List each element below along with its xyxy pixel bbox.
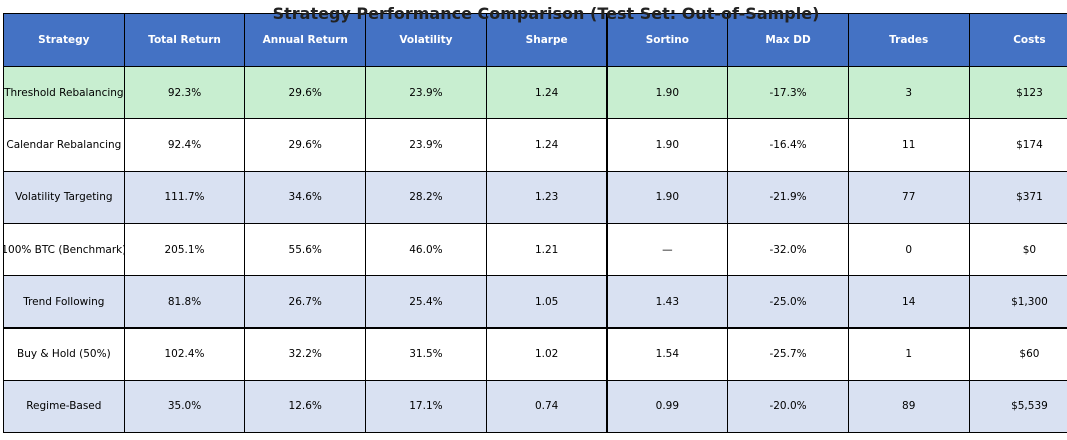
table-cell: 26.7%	[244, 275, 367, 329]
table-cell: 0.99	[606, 379, 729, 434]
table-cell: 1.24	[485, 66, 608, 120]
table-cell: $0	[968, 222, 1067, 277]
table-cell: 25.4%	[365, 275, 487, 329]
table-cell: 1.90	[606, 118, 729, 172]
table-cell: 0.74	[485, 379, 608, 434]
table-cell: 1.54	[606, 327, 729, 381]
table-cell: 1.02	[485, 327, 608, 381]
table-cell: 77	[847, 170, 970, 224]
table-cell: 111.7%	[123, 170, 246, 224]
table-cell: 14	[847, 275, 970, 329]
header-cell: Annual Return	[244, 13, 367, 67]
table-cell: 17.1%	[365, 379, 487, 434]
table-cell: Buy & Hold (50%)	[3, 327, 125, 381]
table-cell: 32.2%	[244, 327, 367, 381]
table-cell: $174	[968, 118, 1067, 172]
table-cell: 205.1%	[123, 222, 246, 277]
table-cell: 102.4%	[123, 327, 246, 381]
table-cell: $5,539	[968, 379, 1067, 434]
table-cell: -21.9%	[727, 170, 849, 224]
table-cell: 92.3%	[123, 66, 246, 120]
table-cell: Threshold Rebalancing	[3, 66, 125, 120]
table-cell: 1.24	[485, 118, 608, 172]
table-cell: 11	[847, 118, 970, 172]
table-cell: 35.0%	[123, 379, 246, 434]
table-cell: 23.9%	[365, 118, 487, 172]
table-cell: 1.21	[485, 222, 608, 277]
table-cell: $371	[968, 170, 1067, 224]
table-cell: -32.0%	[727, 222, 849, 277]
table-cell: 1.05	[485, 275, 608, 329]
table-cell: 29.6%	[244, 66, 367, 120]
table-cell: -25.0%	[727, 275, 849, 329]
table-cell: 1.43	[606, 275, 729, 329]
table-cell: Volatility Targeting	[3, 170, 125, 224]
table-cell: 100% BTC (Benchmark)	[3, 222, 125, 277]
table-cell: -17.3%	[727, 66, 849, 120]
table-cell: 31.5%	[365, 327, 487, 381]
table-cell: -20.0%	[727, 379, 849, 434]
table-cell: 1	[847, 327, 970, 381]
table-cell: 23.9%	[365, 66, 487, 120]
table-cell: 81.8%	[123, 275, 246, 329]
table-cell: 29.6%	[244, 118, 367, 172]
table-cell: 0	[847, 222, 970, 277]
table-cell: 1.90	[606, 66, 729, 120]
table-cell: -16.4%	[727, 118, 849, 172]
table-cell: 3	[847, 66, 970, 120]
table-cell: $123	[968, 66, 1067, 120]
table-cell: Trend Following	[3, 275, 125, 329]
header-cell: Strategy	[3, 13, 125, 67]
table-cell: 28.2%	[365, 170, 487, 224]
header-cell: Max DD	[727, 13, 849, 67]
table-cell: —	[606, 222, 729, 277]
table-cell: 92.4%	[123, 118, 246, 172]
title: Strategy Performance Comparison (Test Se…	[272, 4, 820, 23]
table-cell: -25.7%	[727, 327, 849, 381]
header-cell: Sharpe	[485, 13, 608, 67]
table-cell: 1.23	[485, 170, 608, 224]
table-cell: 46.0%	[365, 222, 487, 277]
table-cell: 89	[847, 379, 970, 434]
table-cell: $1,300	[968, 275, 1067, 329]
table-cell: 34.6%	[244, 170, 367, 224]
table-cell: 1.90	[606, 170, 729, 224]
table-cell: $60	[968, 327, 1067, 381]
header-cell: Costs	[968, 13, 1067, 67]
table-cell: 12.6%	[244, 379, 367, 434]
table-cell: Regime-Based	[3, 379, 125, 434]
table-cell: Calendar Rebalancing	[3, 118, 125, 172]
table-cell: 55.6%	[244, 222, 367, 277]
